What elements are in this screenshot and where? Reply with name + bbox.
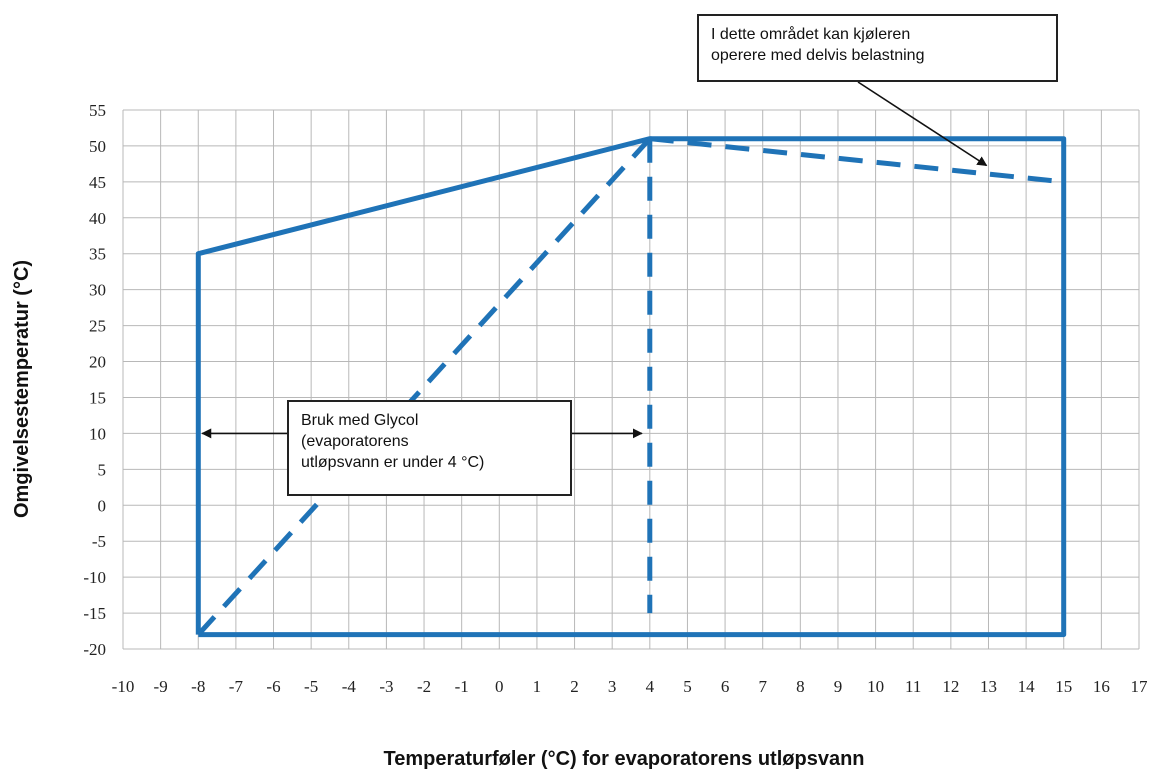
x-tick-label: 2 [570,677,579,696]
x-tick-label: 17 [1131,677,1149,696]
x-tick-label: 10 [867,677,884,696]
x-axis-label: Temperaturføler (°C) for evaporatorens u… [383,748,864,770]
x-tick-label: 16 [1093,677,1110,696]
x-tick-label: -6 [266,677,280,696]
y-tick-label: -15 [83,604,106,623]
annotation-glycol: Bruk med Glycol (evaporatorens utløpsvan… [287,400,572,496]
y-tick-label: 20 [89,353,106,372]
y-tick-label: 5 [98,460,107,479]
x-tick-label: 9 [834,677,843,696]
y-tick-label: 55 [89,101,106,120]
x-tick-label: 0 [495,677,504,696]
grid [122,109,1140,650]
x-tick-label: 11 [905,677,921,696]
annotation-line: I dette området kan kjøleren [711,26,911,43]
y-tick-label: 30 [89,281,106,300]
x-tick-label: 15 [1055,677,1072,696]
y-tick-label: 45 [89,173,106,192]
dashed-line-3 [649,136,1064,185]
annotation-line: utløpsvann er under 4 °C) [301,454,485,471]
x-tick-label: 3 [608,677,617,696]
y-tick-label: -10 [83,568,106,587]
x-tick-label: 7 [758,677,767,696]
annotation-partial-load: I dette området kan kjøleren operere med… [697,14,1058,82]
x-tick-label: 5 [683,677,692,696]
y-tick-label: 15 [89,388,106,407]
y-tick-label: 40 [89,209,106,228]
annotation-line: (evaporatorens [301,433,409,450]
annotation-line: Bruk med Glycol [301,412,419,429]
x-tick-label: -4 [342,677,357,696]
y-tick-label: -5 [92,532,106,551]
annotation-arrows [201,81,988,439]
x-tick-label: -8 [191,677,205,696]
x-tick-label: -2 [417,677,431,696]
x-tick-label: 8 [796,677,805,696]
y-tick-label: 35 [89,245,106,264]
y-tick-label: -20 [83,640,106,659]
x-tick-labels: -10 -9 -8 -7 -6 -5 -4 -3 -2 -1 0 1 2 3 4 5 6 7 8 9 10 11 12 13 1… [112,677,1148,696]
y-tick-label: 25 [89,317,106,336]
y-tick-label: 0 [98,496,107,515]
x-tick-label: 4 [646,677,655,696]
x-tick-label: -9 [154,677,168,696]
y-tick-label: 50 [89,137,106,156]
x-tick-label: 12 [942,677,959,696]
x-tick-label: -5 [304,677,318,696]
annotation-line: operere med delvis belastning [711,47,925,64]
x-tick-label: 14 [1018,677,1036,696]
x-tick-label: 1 [533,677,542,696]
x-tick-label: -3 [379,677,393,696]
x-tick-label: -10 [112,677,135,696]
x-tick-label: 13 [980,677,997,696]
x-tick-label: -7 [229,677,244,696]
series-lines [195,136,1067,638]
y-axis-label: Omgivelsestemperatur (°C) [11,260,33,518]
envelope-line [195,136,1067,638]
x-tick-label: -1 [455,677,469,696]
y-tick-label: 10 [89,424,106,443]
x-tick-label: 6 [721,677,730,696]
arrow-partial-load [857,81,988,167]
